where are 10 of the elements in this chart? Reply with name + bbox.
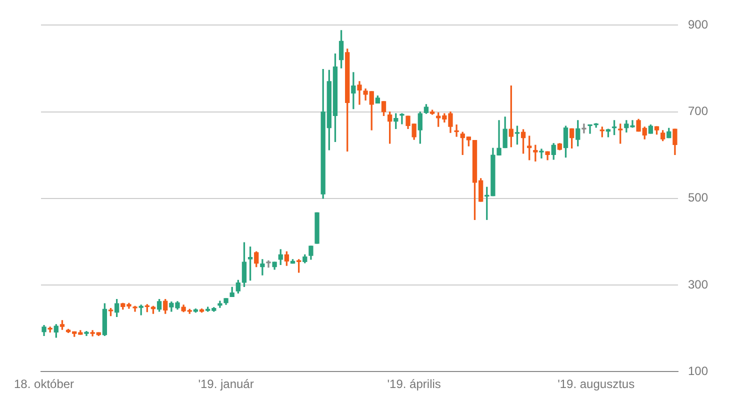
x-tick-label: '19. április bbox=[387, 377, 441, 392]
y-tick-label: 900 bbox=[688, 18, 708, 32]
candlestick bbox=[314, 212, 320, 244]
y-tick-label: 300 bbox=[688, 277, 708, 292]
y-tick-label: 700 bbox=[688, 104, 708, 118]
x-tick-label: 18. október bbox=[14, 377, 74, 392]
y-tick-label: 500 bbox=[688, 190, 708, 205]
x-tick-label: '19. augusztus bbox=[558, 377, 635, 392]
y-tick-label: 100 bbox=[688, 364, 708, 378]
x-tick-label: '19. január bbox=[198, 377, 254, 392]
